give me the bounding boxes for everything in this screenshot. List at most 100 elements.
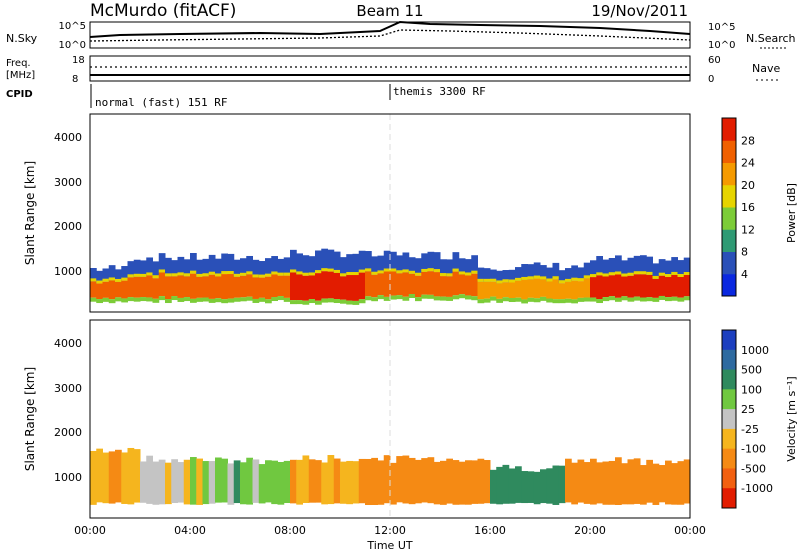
x-tick: 08:00 <box>274 524 306 537</box>
velocity-cell <box>377 460 385 505</box>
power-cell <box>90 297 97 302</box>
power-cell <box>508 279 516 283</box>
velocity-cell <box>258 464 266 504</box>
station-title: McMurdo (fitACF) <box>90 1 236 21</box>
velocity-cell <box>146 455 153 504</box>
power-cell <box>121 280 128 299</box>
velocity-cell <box>127 447 135 505</box>
velocity-cell <box>165 462 172 505</box>
power-cell <box>296 271 303 275</box>
power-cell <box>215 273 222 277</box>
power-cell <box>346 254 353 276</box>
power-cell <box>165 257 172 277</box>
power-cell <box>621 260 628 277</box>
power-cell <box>271 297 278 302</box>
velocity-cell <box>308 459 316 503</box>
power-cell <box>602 276 610 298</box>
power-cell <box>202 297 210 302</box>
velocity-cell <box>533 471 541 505</box>
velocity-cell <box>215 457 222 503</box>
velocity-cell <box>565 458 572 503</box>
power-cell <box>658 272 666 276</box>
power-cell <box>90 278 97 282</box>
velocity-cell <box>202 461 210 505</box>
x-tick: 20:00 <box>574 524 606 537</box>
power-colorbar-tick: 28 <box>741 134 755 147</box>
power-cell <box>390 268 397 272</box>
power-cell <box>183 276 191 298</box>
power-cell <box>540 265 547 280</box>
power-cell <box>358 272 366 300</box>
power-cell <box>496 270 503 284</box>
power-cell <box>533 275 541 279</box>
power-cell <box>215 276 222 299</box>
power-cell <box>177 275 185 298</box>
velocity-y-label: Slant Range [km] <box>23 367 37 471</box>
power-cell <box>433 296 441 301</box>
power-colorbar-tick: 12 <box>741 223 755 236</box>
power-cell <box>640 297 647 302</box>
power-cell <box>540 296 547 301</box>
velocity-colorbar-tick: 500 <box>741 364 762 377</box>
x-tick: 04:00 <box>174 524 206 537</box>
power-cell <box>608 272 616 276</box>
velocity-colorbar-tick: 1000 <box>741 344 769 357</box>
power-cell <box>596 272 603 276</box>
power-cell <box>596 299 603 304</box>
velocity-colorbar-segment <box>722 448 736 469</box>
power-cell <box>252 277 260 299</box>
power-cell <box>127 261 135 278</box>
power-cell <box>308 299 316 304</box>
power-cell <box>396 273 403 296</box>
power-cell <box>521 279 528 300</box>
power-cell <box>102 281 110 298</box>
power-cell <box>565 268 572 282</box>
nave-tick-bottom: 0 <box>708 74 714 85</box>
power-cell <box>402 272 410 297</box>
velocity-cell <box>596 462 603 504</box>
x-tick: 00:00 <box>74 524 106 537</box>
power-cell <box>127 274 135 278</box>
power-cell <box>502 297 510 302</box>
power-cell <box>365 251 372 272</box>
power-cell <box>527 264 535 280</box>
power-cell <box>227 274 235 299</box>
power-cell <box>483 281 491 299</box>
power-cell <box>452 271 460 296</box>
power-cell <box>183 273 191 277</box>
power-cell <box>396 270 403 274</box>
power-cell <box>577 297 585 302</box>
power-cell <box>102 278 110 282</box>
power-cell <box>452 295 460 300</box>
power-cell <box>271 274 278 298</box>
power-cell <box>608 296 616 301</box>
power-cell <box>452 268 460 272</box>
power-cell <box>90 268 97 282</box>
power-cell <box>283 272 291 276</box>
velocity-cell <box>496 466 503 505</box>
power-cell <box>533 298 541 303</box>
velocity-cell <box>652 463 660 505</box>
power-cell <box>383 268 391 272</box>
power-cell <box>515 280 522 298</box>
power-cell <box>590 297 597 302</box>
power-cell <box>115 269 122 282</box>
power-cell <box>340 273 347 277</box>
power-cell <box>515 297 522 302</box>
power-cell <box>252 259 260 278</box>
power-cell <box>552 276 560 280</box>
power-cell <box>427 294 435 299</box>
power-cell <box>390 251 397 272</box>
power-cell <box>252 298 260 303</box>
power-cell <box>446 273 453 277</box>
power-cell <box>577 281 585 298</box>
power-cell <box>452 252 460 272</box>
power-cell <box>490 278 497 282</box>
power-cell <box>527 297 535 302</box>
velocity-cell <box>158 459 166 505</box>
velocity-cell <box>515 466 522 503</box>
power-cell <box>677 276 685 298</box>
power-cell <box>308 275 316 300</box>
power-cell <box>346 300 353 305</box>
power-cell <box>196 297 203 302</box>
